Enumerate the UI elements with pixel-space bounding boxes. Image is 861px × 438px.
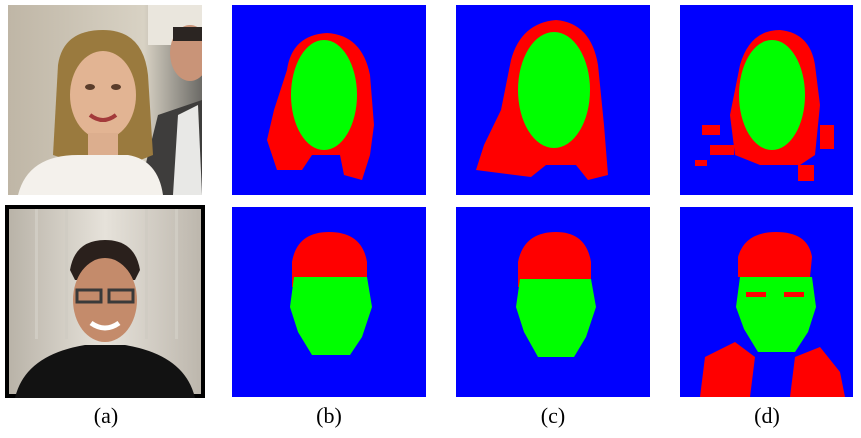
photo-woman: [8, 5, 202, 195]
photo-man: [5, 205, 205, 398]
segmentation-c-row2: [456, 207, 650, 397]
segmentation-c-row1: [456, 5, 650, 195]
segmentation-d-row2: [680, 207, 853, 397]
segmentation-b-row1: [232, 5, 426, 195]
label-c: (c): [540, 403, 566, 428]
label-a: (a): [93, 403, 119, 428]
label-b: (b): [316, 403, 342, 428]
label-d: (d): [754, 403, 780, 428]
segmentation-d-row1: [680, 5, 853, 195]
segmentation-b-row2: [232, 207, 426, 397]
